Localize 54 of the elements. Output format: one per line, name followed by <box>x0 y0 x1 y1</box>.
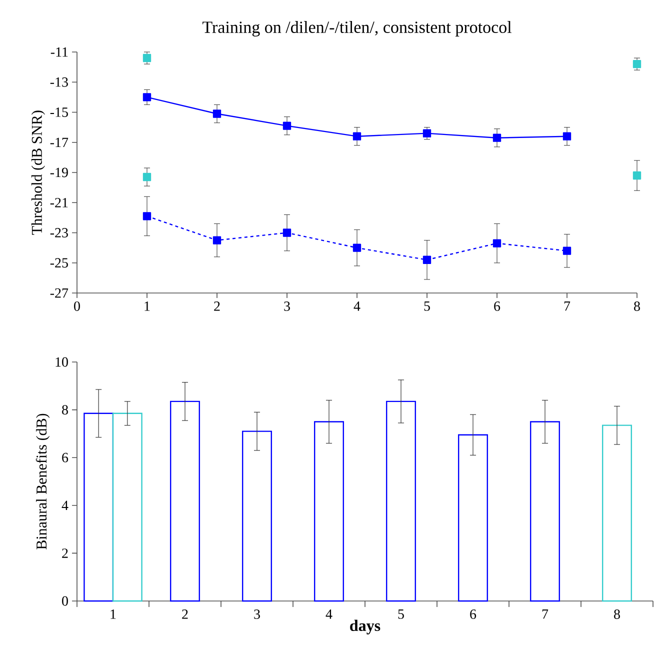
point <box>352 132 362 140</box>
x-tick-label: 6 <box>470 610 476 619</box>
point <box>282 228 292 237</box>
point <box>142 93 152 102</box>
point <box>632 171 642 180</box>
y-tick-label: -27 <box>50 288 68 298</box>
y-tick-label: 10 <box>56 357 68 367</box>
chart-title: Training on /dilen/-/tilen/, consistent protocol <box>202 21 512 36</box>
point <box>562 246 572 255</box>
x-tick-label: 5 <box>424 301 430 311</box>
y-tick-label: 8 <box>62 405 68 415</box>
point <box>212 236 222 244</box>
x-tick-label: 4 <box>326 610 332 619</box>
x-tick-label: 7 <box>564 301 570 311</box>
point <box>352 244 362 252</box>
x-tick-label: 2 <box>214 302 220 311</box>
point <box>562 132 572 140</box>
point <box>632 60 642 68</box>
x-tick-label: 8 <box>614 610 620 619</box>
y-tick-label: -15 <box>50 108 68 117</box>
y-tick-label: -23 <box>50 228 68 238</box>
x-tick-label: 3 <box>254 610 260 619</box>
point <box>422 129 432 138</box>
point <box>492 239 502 248</box>
x-tick-label: 5 <box>398 609 404 619</box>
x-axis-title: days <box>350 620 380 634</box>
y-axis-title: Binaural Benefits (dB) <box>36 414 50 550</box>
x-tick-label: 1 <box>110 609 116 619</box>
x-tick-label: 0 <box>74 301 80 311</box>
y-tick-label: -25 <box>50 258 68 268</box>
y-tick-label: 6 <box>62 452 68 462</box>
x-tick-label: 6 <box>494 302 500 311</box>
x-tick-label: 4 <box>354 301 360 311</box>
point <box>142 54 152 62</box>
y-tick-label: -19 <box>50 168 68 178</box>
y-tick-label: -11 <box>50 47 68 57</box>
y-tick-label: 4 <box>62 500 68 510</box>
x-tick-label: 1 <box>144 301 150 311</box>
point <box>422 256 432 264</box>
y-tick-label: -21 <box>50 198 68 208</box>
y-tick-label: 2 <box>62 548 68 558</box>
point <box>282 122 292 130</box>
y-tick-label: 0 <box>62 596 68 606</box>
point <box>142 172 152 182</box>
point <box>492 134 502 142</box>
y-tick-label: -13 <box>50 77 68 87</box>
y-axis-title: Threshold (dB SNR) <box>31 110 45 235</box>
point <box>142 212 152 220</box>
point <box>212 110 222 118</box>
x-tick-label: 3 <box>284 302 290 311</box>
y-tick-label: -17 <box>50 138 68 147</box>
x-tick-label: 8 <box>634 301 640 311</box>
x-tick-label: 2 <box>182 610 188 619</box>
x-tick-label: 7 <box>542 609 548 619</box>
